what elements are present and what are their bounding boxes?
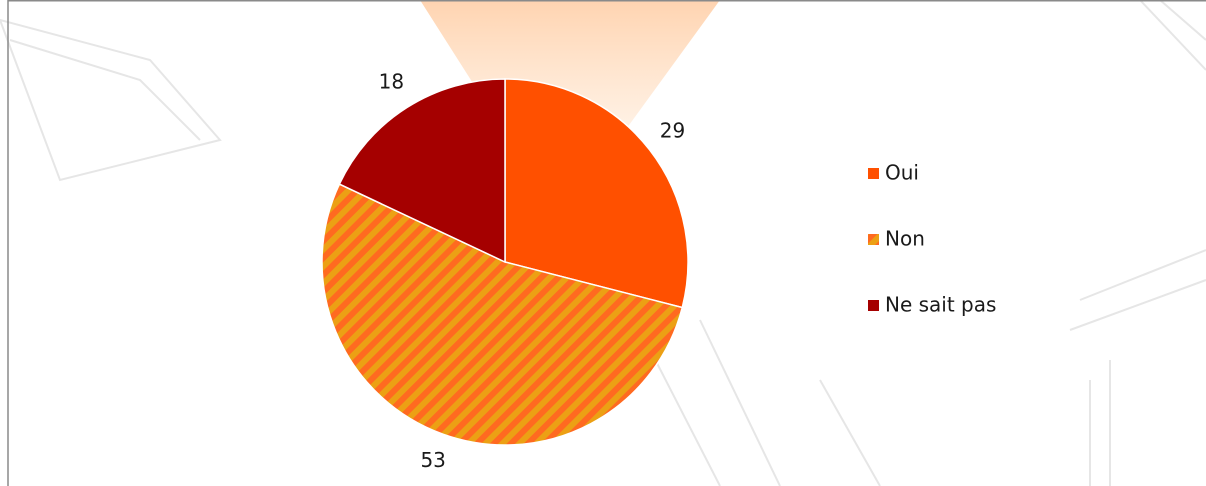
legend-label: Ne sait pas <box>885 293 996 317</box>
legend-label: Non <box>885 227 925 251</box>
pie-slice <box>504 78 689 309</box>
data-label: 29 <box>660 119 685 143</box>
legend-label: Oui <box>885 161 919 185</box>
legend-swatch <box>868 168 879 179</box>
legend-swatch <box>868 300 879 311</box>
pie-slice <box>321 183 684 446</box>
data-label: 53 <box>420 448 445 472</box>
legend-swatch <box>868 234 879 245</box>
pie-slice <box>338 78 506 264</box>
data-label: 18 <box>379 70 404 94</box>
